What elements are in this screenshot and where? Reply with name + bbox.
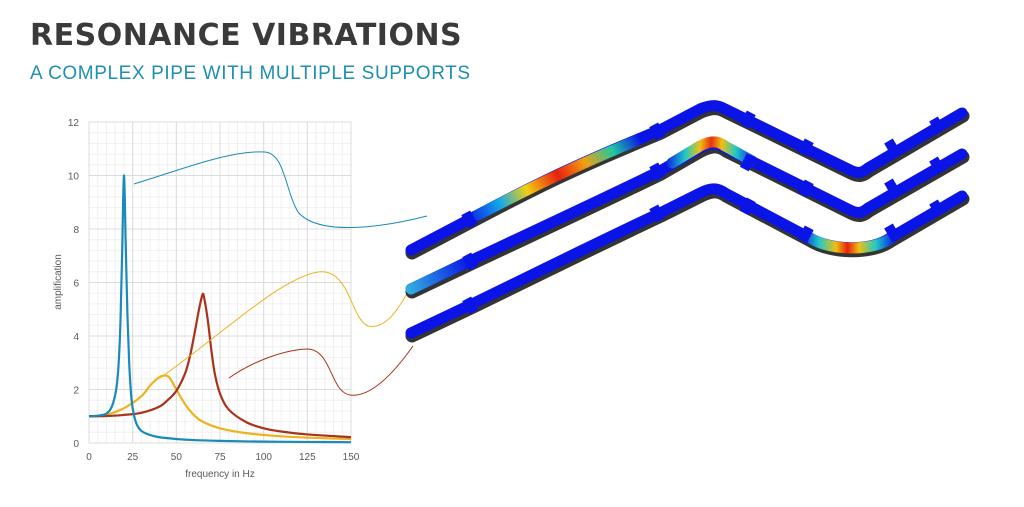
x-tick-label: 50	[171, 452, 183, 463]
y-tick-label: 6	[73, 279, 79, 290]
series-line-blue	[88, 174, 352, 444]
pipe-bottom-supports	[462, 197, 946, 315]
pipe-bottom	[405, 183, 970, 343]
y-tick-label: 0	[73, 439, 79, 450]
x-tick-label: 25	[127, 452, 139, 463]
y-tick-label: 2	[73, 386, 79, 397]
pipe-middle-supports	[462, 153, 946, 271]
x-axis-title: frequency in Hz	[185, 469, 254, 480]
x-tick-label: 150	[343, 452, 360, 463]
x-tick-label: 125	[299, 452, 316, 463]
y-tick-label: 10	[68, 172, 80, 183]
pipe-illustrations	[405, 100, 970, 343]
connector-line-blue	[133, 151, 428, 228]
y-axis-title: amplification	[53, 254, 64, 310]
page-title: RESONANCE VIBRATIONS	[30, 18, 463, 53]
page-subtitle: A COMPLEX PIPE WITH MULTIPLE SUPPORTS	[30, 63, 471, 84]
pipe-top	[405, 100, 970, 260]
pipe-middle	[405, 136, 970, 299]
y-tick-label: 4	[73, 332, 79, 343]
series-layer	[88, 174, 352, 444]
x-tick-label: 0	[86, 452, 92, 463]
y-tick-label: 8	[73, 225, 79, 236]
series-line-red	[88, 292, 352, 439]
x-tick-label: 75	[214, 452, 226, 463]
pipe-top-supports	[461, 110, 946, 229]
chart: 0 25 50 75 100 125 150 0 2 4 6 8 10 12 frequency in …	[53, 118, 360, 480]
x-tick-label: 100	[255, 452, 272, 463]
connector-lines	[133, 151, 428, 396]
x-axis-ticks: 0 25 50 75 100 125 150	[86, 452, 360, 463]
y-axis-ticks: 0 2 4 6 8 10 12	[68, 118, 80, 450]
connector-line-red	[228, 345, 414, 396]
y-tick-label: 12	[68, 118, 80, 129]
connector-line-yellow	[159, 271, 413, 379]
